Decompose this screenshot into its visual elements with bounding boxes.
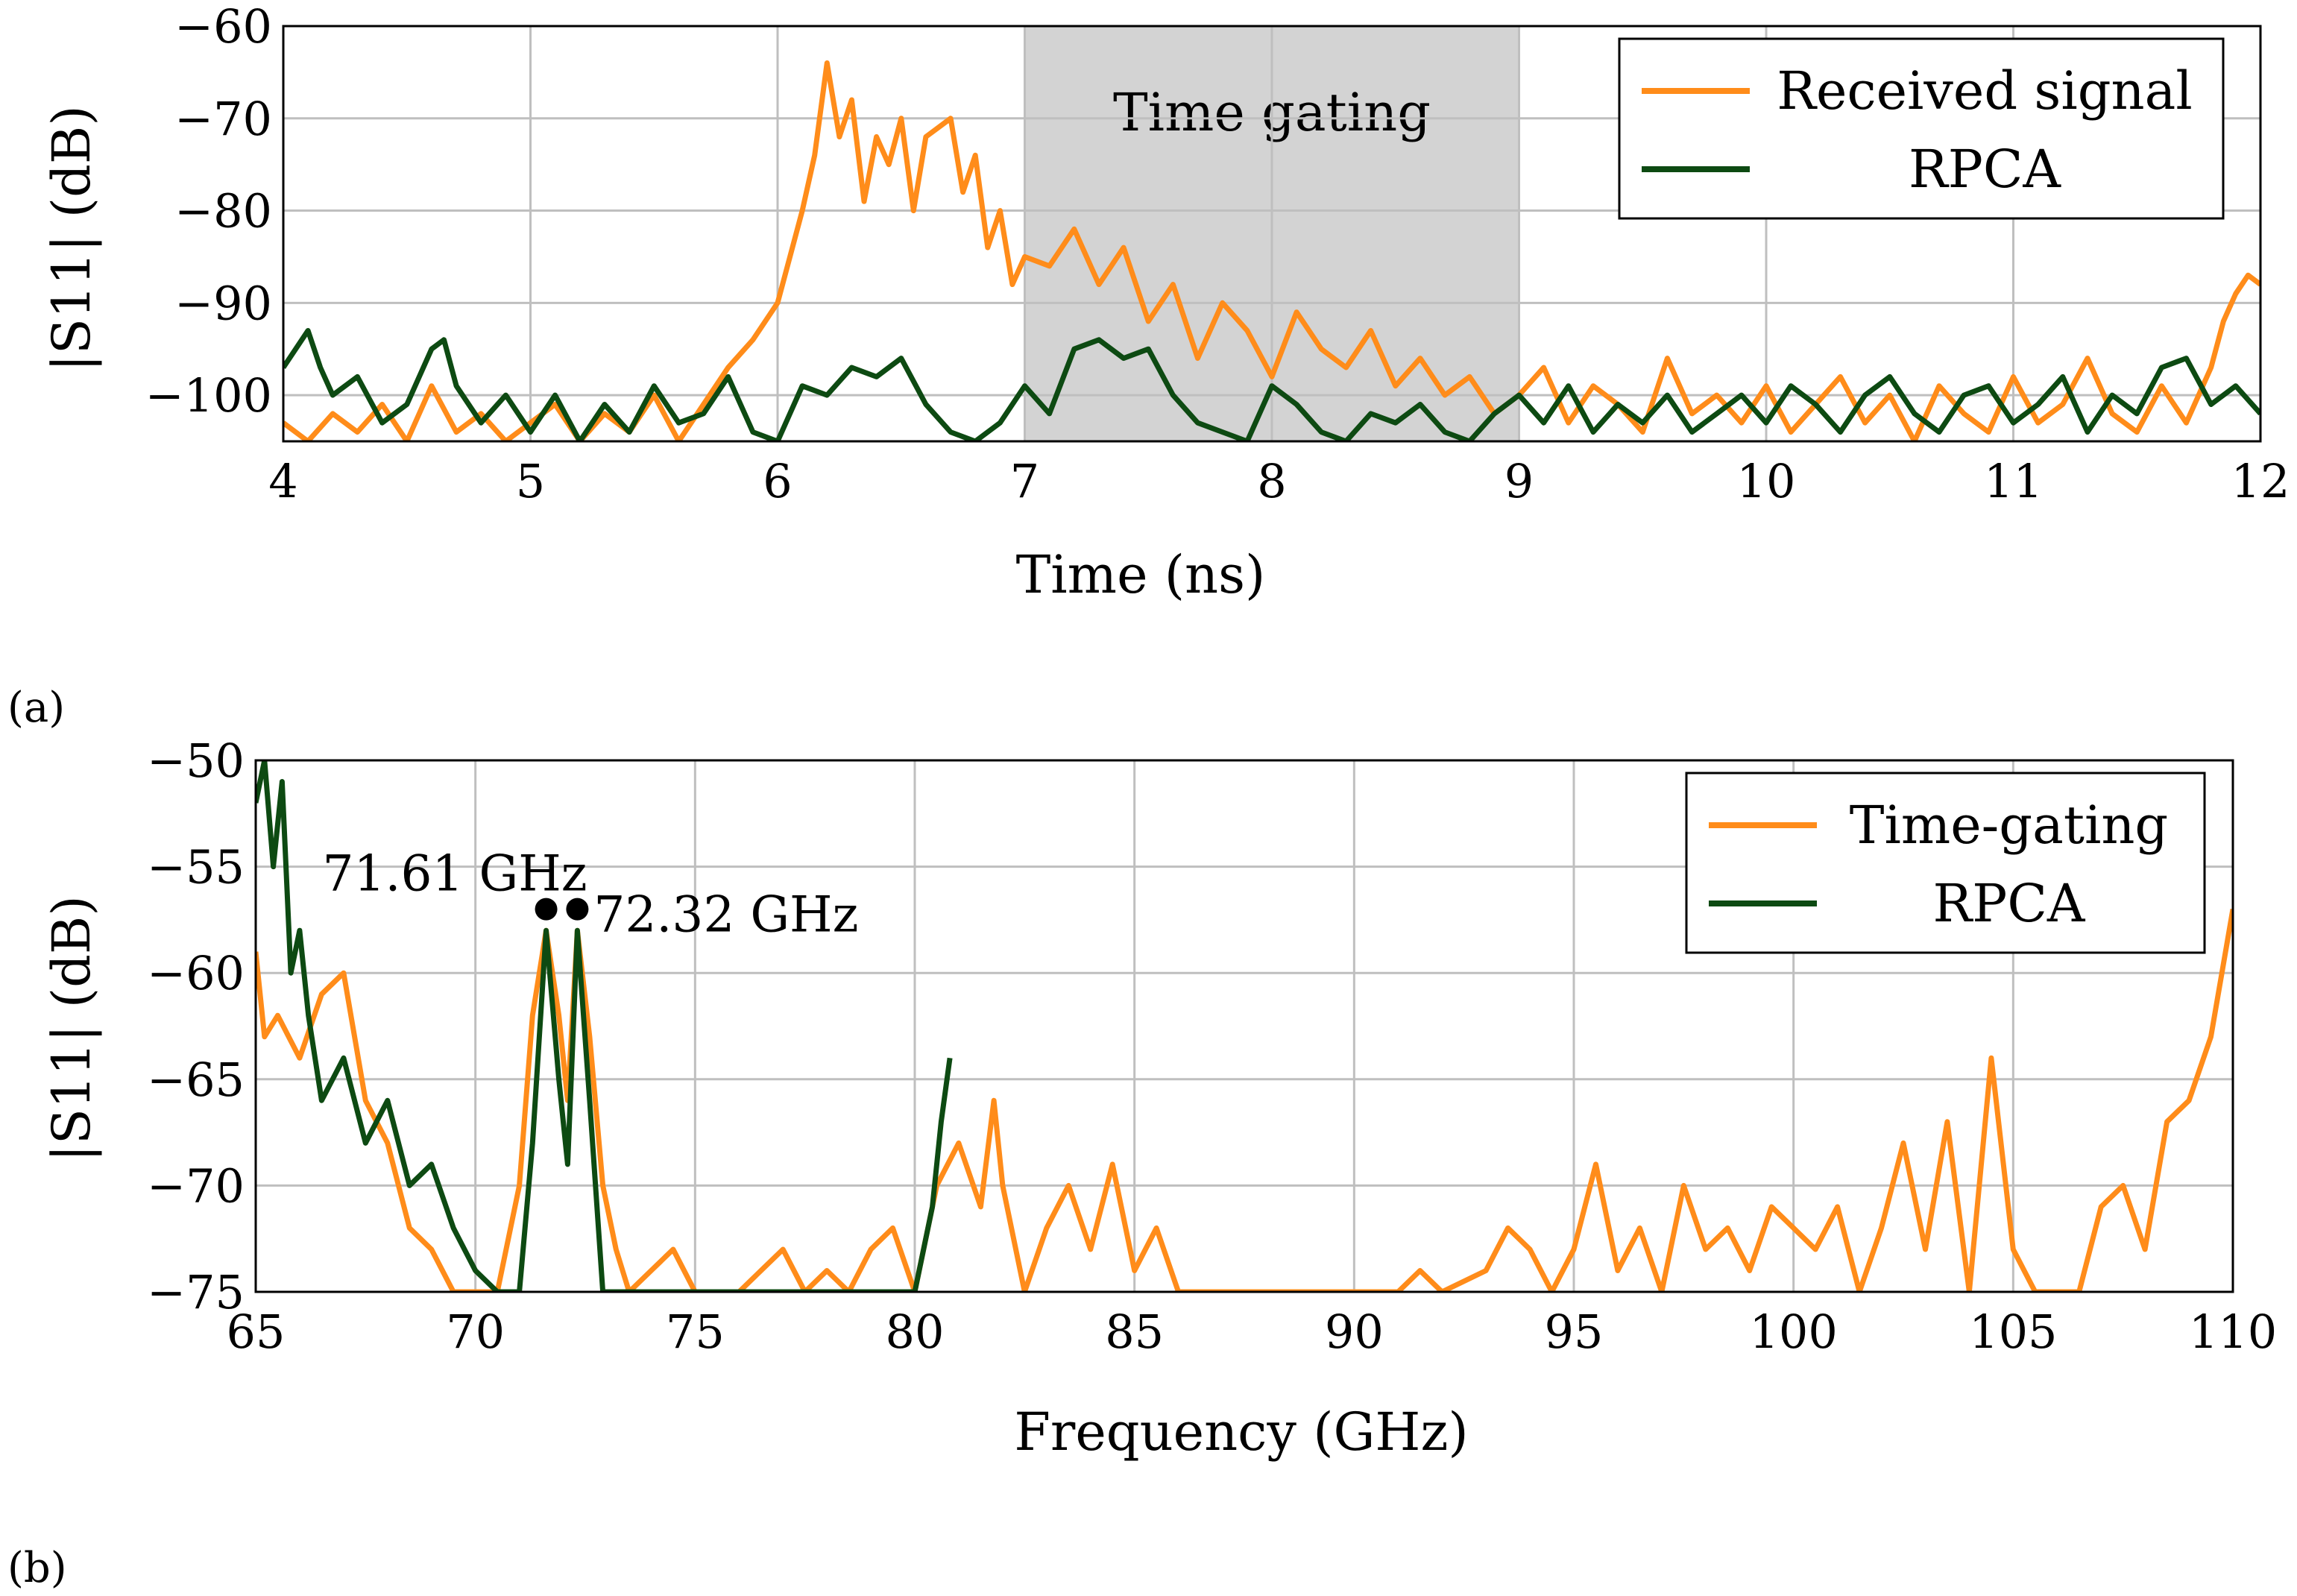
annotation-marker <box>535 898 558 921</box>
x-tick-label: 11 <box>1984 454 2043 508</box>
series-line-primary <box>283 60 2260 441</box>
legend-box <box>1685 772 2206 954</box>
y-tick-label: −50 <box>147 734 245 788</box>
x-tick-label: 10 <box>1737 454 1796 508</box>
y-tick-label: −65 <box>147 1053 245 1107</box>
x-tick-label: 8 <box>1257 454 1286 508</box>
x-tick-label: 85 <box>1105 1305 1164 1359</box>
annotation-marker <box>566 898 589 921</box>
x-tick-label: 75 <box>666 1305 725 1359</box>
y-axis-label-a: |S11| (dB) <box>41 105 102 371</box>
x-tick-label: 5 <box>516 454 545 508</box>
y-tick-label: −100 <box>145 368 272 423</box>
x-tick-label: 100 <box>1749 1305 1837 1359</box>
x-tick-label: 7 <box>1010 454 1039 508</box>
legend-box <box>1618 37 2225 220</box>
x-tick-label: 65 <box>227 1305 286 1359</box>
y-tick-label: −70 <box>147 1158 245 1213</box>
legend-entry: RPCA <box>1909 139 2061 200</box>
x-tick-label: 105 <box>1969 1305 2057 1359</box>
x-tick-label: 9 <box>1504 454 1534 508</box>
x-tick-label: 6 <box>763 454 792 508</box>
legend-entry: Received signal <box>1777 60 2193 122</box>
x-tick-label: 95 <box>1545 1305 1604 1359</box>
y-tick-label: −60 <box>147 946 245 1000</box>
annotation-label: 71.61 GHz <box>323 845 587 903</box>
x-tick-label: 4 <box>268 454 297 508</box>
x-axis-label-b: Frequency (GHz) <box>1014 1401 1468 1463</box>
series-line-primary <box>256 909 2233 1292</box>
x-tick-label: 110 <box>2189 1305 2277 1359</box>
y-tick-label: −90 <box>174 276 272 330</box>
panel-label-b: (b) <box>7 1544 67 1592</box>
x-tick-label: 90 <box>1325 1305 1384 1359</box>
x-tick-label: 80 <box>886 1305 945 1359</box>
plot-area-b: 65 70 75 80 85 90 95 100 105 110 −50 −55 −60 −65 −70 −7… <box>147 734 2277 1359</box>
x-tick-label: 70 <box>446 1305 505 1359</box>
legend: Received signal RPCA <box>1618 37 2225 220</box>
legend-entry: Time-gating <box>1850 795 2169 856</box>
plot-frame <box>254 759 2234 1293</box>
chart-panel-b: 65 70 75 80 85 90 95 100 105 110 −50 −55 −60 −65 −70 −7… <box>7 734 2277 1592</box>
y-axis-label-b: |S11| (dB) <box>41 895 102 1161</box>
y-tick-label: −70 <box>174 92 272 146</box>
series-line-rpca <box>256 760 953 1292</box>
series-line-rpca <box>283 328 2260 441</box>
y-tick-label: −60 <box>174 0 272 54</box>
panel-label-a: (a) <box>7 684 65 732</box>
x-tick-label: 12 <box>2231 454 2290 508</box>
annotation-label: 72.32 GHz <box>593 886 858 944</box>
x-axis-label-a: Time (ns) <box>1016 544 1266 605</box>
legend-entry: RPCA <box>1933 873 2086 934</box>
y-tick-label: −55 <box>147 840 245 895</box>
legend: Time-gating RPCA <box>1685 772 2206 954</box>
y-tick-label: −80 <box>174 184 272 239</box>
plot-frame <box>282 25 2262 443</box>
y-tick-label: −75 <box>147 1265 245 1319</box>
